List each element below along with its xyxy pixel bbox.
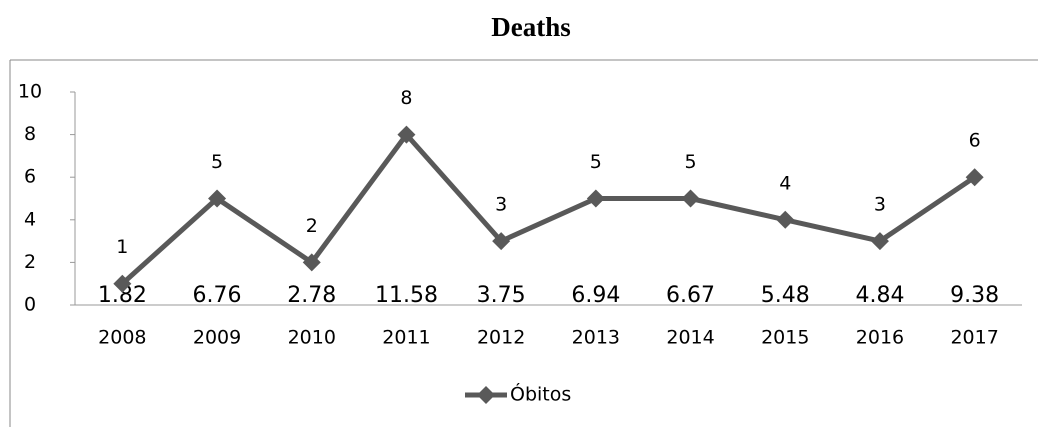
y-tick-label: 4 [24, 208, 36, 230]
data-label: 4 [779, 172, 791, 194]
annotation: 6.94 [571, 283, 620, 308]
data-label: 8 [400, 87, 412, 109]
x-tick-label: 2014 [666, 327, 714, 349]
y-tick-label: 0 [24, 294, 36, 316]
annotation: 11.58 [375, 283, 438, 308]
marker [492, 232, 511, 251]
data-label: 2 [306, 215, 318, 237]
marker [208, 189, 227, 208]
x-tick-label: 2016 [856, 327, 904, 349]
legend-label: Óbitos [510, 382, 571, 406]
annotation: 9.38 [950, 283, 999, 308]
annotation: 2.78 [287, 283, 336, 308]
marker [397, 125, 416, 144]
series-line [120, 132, 977, 286]
marker [113, 274, 132, 293]
legend-marker [477, 386, 495, 404]
data-label: 5 [685, 151, 697, 173]
annotation: 3.75 [477, 283, 526, 308]
data-label: 5 [590, 151, 602, 173]
y-tick-label: 2 [24, 251, 36, 273]
marker [965, 168, 984, 187]
chart-title: Deaths [491, 12, 571, 42]
marker [870, 232, 889, 251]
data-label: 3 [495, 194, 507, 216]
x-tick-label: 2008 [98, 327, 146, 349]
y-tick-label: 8 [24, 123, 36, 145]
x-tick-label: 2015 [761, 327, 809, 349]
x-tick-label: 2012 [477, 327, 525, 349]
x-tick-label: 2009 [193, 327, 241, 349]
y-tick-label: 10 [18, 81, 42, 103]
x-tick-label: 2011 [382, 327, 430, 349]
marker [302, 253, 321, 272]
annotation: 6.67 [666, 283, 715, 308]
y-tick-label: 6 [24, 166, 36, 188]
data-label: 5 [211, 151, 223, 173]
annotation: 4.84 [855, 283, 904, 308]
x-tick-label: 2013 [572, 327, 620, 349]
data-label: 3 [874, 194, 886, 216]
data-label: 6 [969, 130, 981, 152]
x-tick-label: 2010 [288, 327, 336, 349]
marker [681, 189, 700, 208]
annotation: 6.76 [193, 283, 242, 308]
marker [776, 210, 795, 229]
x-tick-label: 2017 [950, 327, 998, 349]
data-label: 1 [116, 236, 128, 258]
annotation: 5.48 [761, 283, 810, 308]
marker [586, 189, 605, 208]
